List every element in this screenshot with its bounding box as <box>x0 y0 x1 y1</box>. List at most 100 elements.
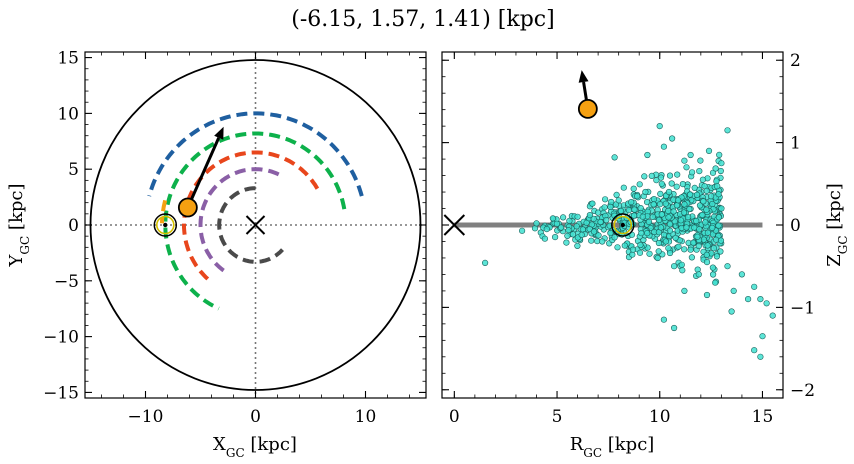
star-point <box>699 176 707 183</box>
star-point <box>533 220 540 227</box>
star-point <box>705 147 713 154</box>
y-tick-label: 10 <box>57 104 79 124</box>
star-point <box>683 164 690 171</box>
left-ticks: −10 0 10 −15 −10 −5 0 5 10 15 <box>43 49 426 427</box>
star-point <box>611 234 618 241</box>
star-point <box>690 239 697 246</box>
star-point <box>563 239 570 246</box>
star-point <box>724 263 731 270</box>
star-point <box>549 215 557 222</box>
star-point <box>566 217 573 224</box>
right-y-axis-label: ZGC [kpc] <box>824 183 850 267</box>
star-point <box>707 193 715 200</box>
star-point <box>704 242 711 249</box>
star-point <box>710 245 718 252</box>
left-plot-area <box>85 52 426 398</box>
star-point <box>757 296 764 303</box>
x-tick-label: 15 <box>752 407 774 427</box>
arc-3 <box>198 167 280 273</box>
left-panel-xy: −10 0 10 −15 −10 −5 0 5 10 15 XGC [kpc] YGC [kpc] <box>6 49 427 460</box>
star-point <box>657 224 665 231</box>
y-tick-label: −5 <box>54 272 79 292</box>
star-point <box>666 221 674 228</box>
x-tick-label: 0 <box>449 407 460 427</box>
star-point <box>666 227 674 234</box>
star-point <box>603 217 610 224</box>
star-point <box>648 172 655 179</box>
star-point <box>715 214 723 221</box>
star-point <box>687 246 694 253</box>
star-point <box>553 220 561 227</box>
star-point <box>673 183 680 190</box>
star-point <box>686 206 693 213</box>
star-point <box>696 226 703 233</box>
star-point <box>688 169 696 176</box>
star-point <box>665 245 672 252</box>
star-point <box>611 154 618 161</box>
star-point <box>614 244 621 251</box>
star-point <box>714 183 721 190</box>
star-point <box>730 287 737 295</box>
star-point <box>657 174 665 181</box>
y-tick-label: 15 <box>57 49 79 69</box>
star-point <box>559 214 567 221</box>
right-panel-rz: 0 5 10 15 −2 −1 0 1 2 RGC [kpc] ZGC [kpc] <box>441 51 850 460</box>
y-tick-label: 2 <box>790 51 801 71</box>
arc-5 <box>160 199 168 224</box>
star-point <box>590 215 597 222</box>
x-tick-label: 0 <box>250 407 261 427</box>
star-point <box>716 151 723 158</box>
arc-0 <box>147 111 364 197</box>
star-point <box>629 246 637 253</box>
star-point <box>574 242 581 249</box>
star-point <box>630 212 638 219</box>
star-point <box>759 333 766 340</box>
right-x-axis-label: RGC [kpc] <box>570 434 655 460</box>
star-point <box>704 229 712 236</box>
star-point <box>681 157 688 164</box>
star-point <box>665 188 673 196</box>
star-point <box>660 143 668 150</box>
star-point <box>631 206 638 213</box>
star-point <box>696 202 704 209</box>
arc-2 <box>182 150 320 284</box>
star-point <box>642 188 649 196</box>
star-point <box>655 216 663 224</box>
star-point <box>650 201 657 208</box>
star-point <box>696 168 703 175</box>
star-point <box>683 224 690 231</box>
star-point <box>757 353 764 360</box>
star-point <box>636 249 644 256</box>
star-point <box>693 191 701 198</box>
star-point <box>543 226 550 233</box>
star-point <box>738 271 746 278</box>
star-point <box>599 238 606 245</box>
star-point <box>573 223 580 230</box>
star-point <box>637 241 644 249</box>
y-tick-label: −2 <box>790 381 815 401</box>
star-point <box>630 185 637 192</box>
star-point <box>644 230 651 237</box>
left-x-axis-label: XGC [kpc] <box>213 434 297 460</box>
star-point <box>703 206 710 213</box>
star-point <box>588 237 595 244</box>
star-point <box>687 151 694 159</box>
star-point <box>639 213 646 220</box>
star-point <box>636 181 643 188</box>
star-point <box>695 242 702 250</box>
star-point <box>649 213 656 220</box>
star-point <box>613 191 620 198</box>
star-point <box>673 202 681 209</box>
y-tick-label: −10 <box>43 328 79 348</box>
y-tick-label: 0 <box>790 216 801 236</box>
star-point <box>594 209 602 216</box>
y-tick-label: −15 <box>43 383 79 403</box>
star-point <box>607 230 614 237</box>
velocity-arrow <box>186 126 224 209</box>
star-point <box>655 239 663 247</box>
star-point <box>715 222 722 229</box>
star-point <box>672 234 679 241</box>
star-point <box>646 250 653 257</box>
star-point <box>569 231 577 238</box>
galactic-center-marker <box>443 214 466 236</box>
